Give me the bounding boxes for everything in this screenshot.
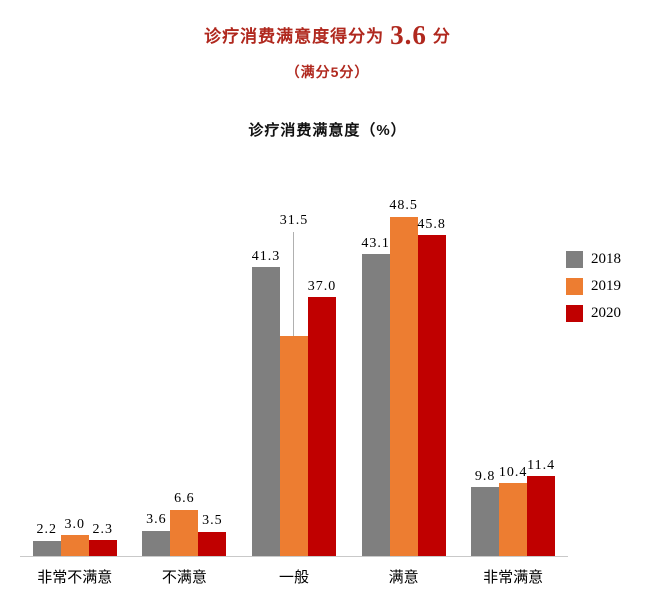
bar-2019 [389,216,418,556]
score-value: 3.6 [390,20,427,50]
legend-label-2019: 2019 [591,278,621,294]
bar-value-label: 31.5 [279,213,309,229]
bar-column-2020: 3.5 [198,513,227,556]
bar-2020 [88,539,117,556]
legend-swatch-2020 [566,305,583,322]
bar-column-2020: 11.4 [527,457,556,556]
bar-group-2: 3.6 6.6 3.5 不满意 [129,176,240,587]
bar-value-label: 3.5 [202,513,223,529]
bar-2018 [32,540,61,556]
category-label: 非常不满意 [37,569,113,586]
category-label: 满意 [388,569,419,586]
bar-column-2019: 10.4 [498,464,528,556]
bar-column-2020: 37.0 [308,279,336,556]
bar-2020 [527,476,556,556]
bar-column-2018: 3.6 [142,512,171,556]
bar-group-4: 43.1 48.5 45.8 满意 [348,176,459,587]
legend: 2018 2019 2020 [566,251,621,322]
bar-2020 [417,235,446,556]
callout-leader-line [293,231,295,336]
bar-value-label: 9.8 [474,469,496,485]
bar-value-label: 3.0 [64,516,86,532]
legend-label-2018: 2018 [591,251,621,267]
category-label: 一般 [278,569,309,586]
bar-column-2019: 6.6 [170,491,199,556]
bar-2020 [198,531,227,556]
bar-2018 [471,487,500,556]
bar-value-label: 2.3 [92,521,114,537]
bar-value-label: 6.6 [174,491,195,507]
bar-2018 [361,254,390,556]
bar-group-5: 9.8 10.4 11.4 非常满意 [458,176,568,587]
bar-column-2018: 9.8 [471,469,500,556]
chart-title: 诊疗消费满意度（%） [248,122,407,139]
title-suffix: 分 [432,27,451,46]
bar-value-label: 45.8 [417,217,446,233]
bar-2019 [170,509,199,556]
bar-2020 [307,297,336,556]
bar-cluster: 2.2 3.0 2.3 [20,176,130,557]
bar-column-2019: 31.5 [280,213,308,556]
page-title: 诊疗消费满意度得分为 3.6 分 [0,20,655,51]
report-header: 诊疗消费满意度得分为 3.6 分 （满分5分） [0,0,655,82]
bar-column-2020: 45.8 [417,217,446,556]
bar-value-label: 48.5 [389,198,418,214]
bar-2019 [60,535,89,556]
bar-value-label: 43.1 [361,235,390,251]
bar-chart: 2.2 3.0 2.3 非常不满意 3.6 6.6 3.5 不满意 41.3 31.5 37.0 一般… [20,176,568,587]
bar-2019 [499,483,528,556]
bar-column-2018: 43.1 [361,235,390,556]
legend-item-2020: 2020 [566,305,621,322]
bar-group-3: 41.3 31.5 37.0 一般 [239,176,349,587]
legend-swatch-2018 [566,251,583,268]
legend-swatch-2019 [566,278,583,295]
bar-value-label: 3.6 [146,512,167,528]
subtitle: （满分5分） [285,64,370,80]
bar-value-label: 10.4 [498,464,528,480]
bar-2018 [251,266,280,556]
legend-item-2018: 2018 [566,251,621,268]
title-prefix: 诊疗消费满意度得分为 [204,27,385,46]
bar-value-label: 2.2 [36,522,58,538]
bar-cluster: 43.1 48.5 45.8 [348,176,459,557]
bar-column-2020: 2.3 [88,521,117,556]
legend-label-2020: 2020 [591,305,621,321]
category-label: 非常满意 [483,569,544,586]
bar-value-label: 37.0 [307,278,337,294]
bar-group-1: 2.2 3.0 2.3 非常不满意 [20,176,130,587]
bar-cluster: 9.8 10.4 11.4 [458,176,568,557]
bar-column-2018: 2.2 [32,522,61,556]
bar-column-2019: 48.5 [389,198,418,556]
bar-cluster: 3.6 6.6 3.5 [129,176,240,557]
category-label: 不满意 [161,569,207,586]
bar-value-label: 11.4 [527,457,556,473]
bar-2018 [142,530,171,556]
bar-column-2018: 41.3 [252,249,280,556]
legend-item-2019: 2019 [566,278,621,295]
bar-cluster: 41.3 31.5 37.0 [239,176,349,557]
bar-column-2019: 3.0 [60,516,89,556]
bar-2019 [279,335,308,556]
bar-value-label: 41.3 [251,248,281,264]
